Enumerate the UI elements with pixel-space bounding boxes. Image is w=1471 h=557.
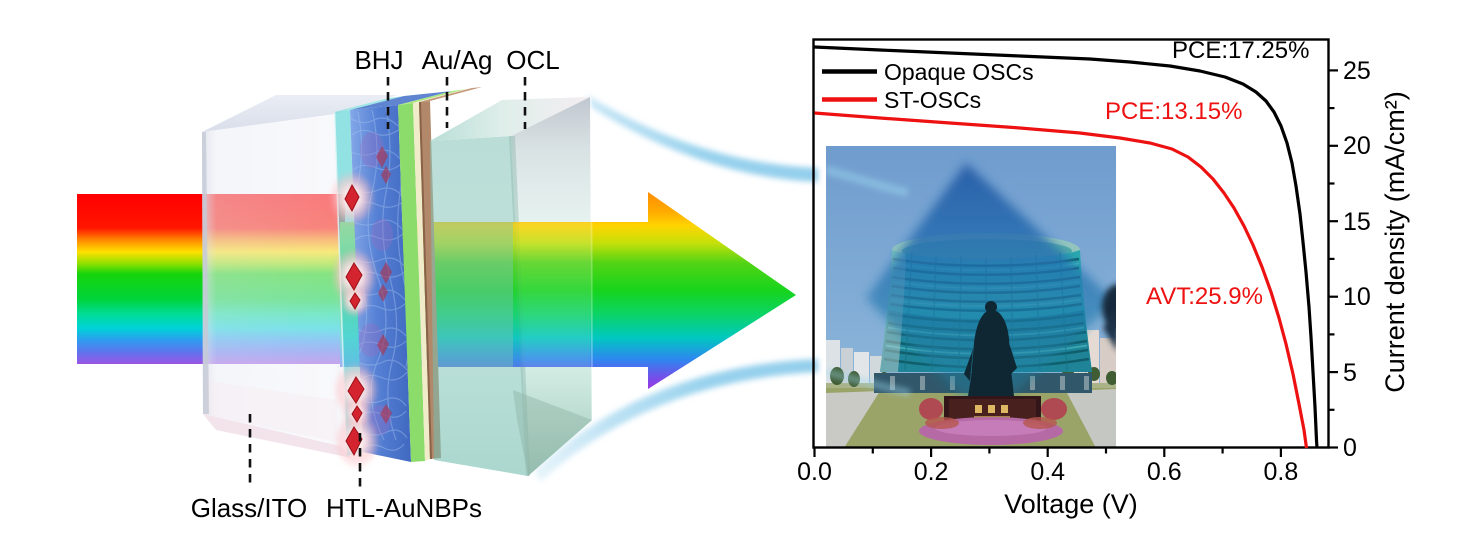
svg-text:10: 10 [1343, 283, 1371, 311]
svg-text:AVT:25.9%: AVT:25.9% [1146, 283, 1263, 310]
svg-text:HTL-AuNBPs: HTL-AuNBPs [326, 493, 482, 523]
svg-text:0.0: 0.0 [797, 458, 832, 486]
svg-text:25: 25 [1343, 57, 1371, 85]
svg-text:15: 15 [1343, 208, 1371, 236]
svg-text:5: 5 [1343, 359, 1357, 387]
svg-text:Current density (mA/cm²): Current density (mA/cm²) [1380, 91, 1410, 393]
svg-text:0: 0 [1343, 434, 1357, 462]
svg-text:Glass/ITO: Glass/ITO [191, 493, 308, 523]
svg-text:Voltage (V): Voltage (V) [1004, 489, 1138, 519]
svg-text:Au/Ag: Au/Ag [422, 45, 493, 75]
svg-text:PCE:13.15%: PCE:13.15% [1105, 98, 1242, 125]
svg-text:0.6: 0.6 [1147, 458, 1182, 486]
svg-text:20: 20 [1343, 132, 1371, 160]
svg-text:0.2: 0.2 [914, 458, 949, 486]
svg-text:0.8: 0.8 [1264, 458, 1299, 486]
svg-text:OCL: OCL [506, 45, 559, 75]
svg-text:BHJ: BHJ [354, 45, 403, 75]
svg-text:Opaque OSCs: Opaque OSCs [884, 59, 1034, 85]
svg-text:PCE:17.25%: PCE:17.25% [1172, 37, 1309, 64]
svg-text:ST-OSCs: ST-OSCs [884, 87, 981, 113]
svg-text:0.4: 0.4 [1030, 458, 1065, 486]
